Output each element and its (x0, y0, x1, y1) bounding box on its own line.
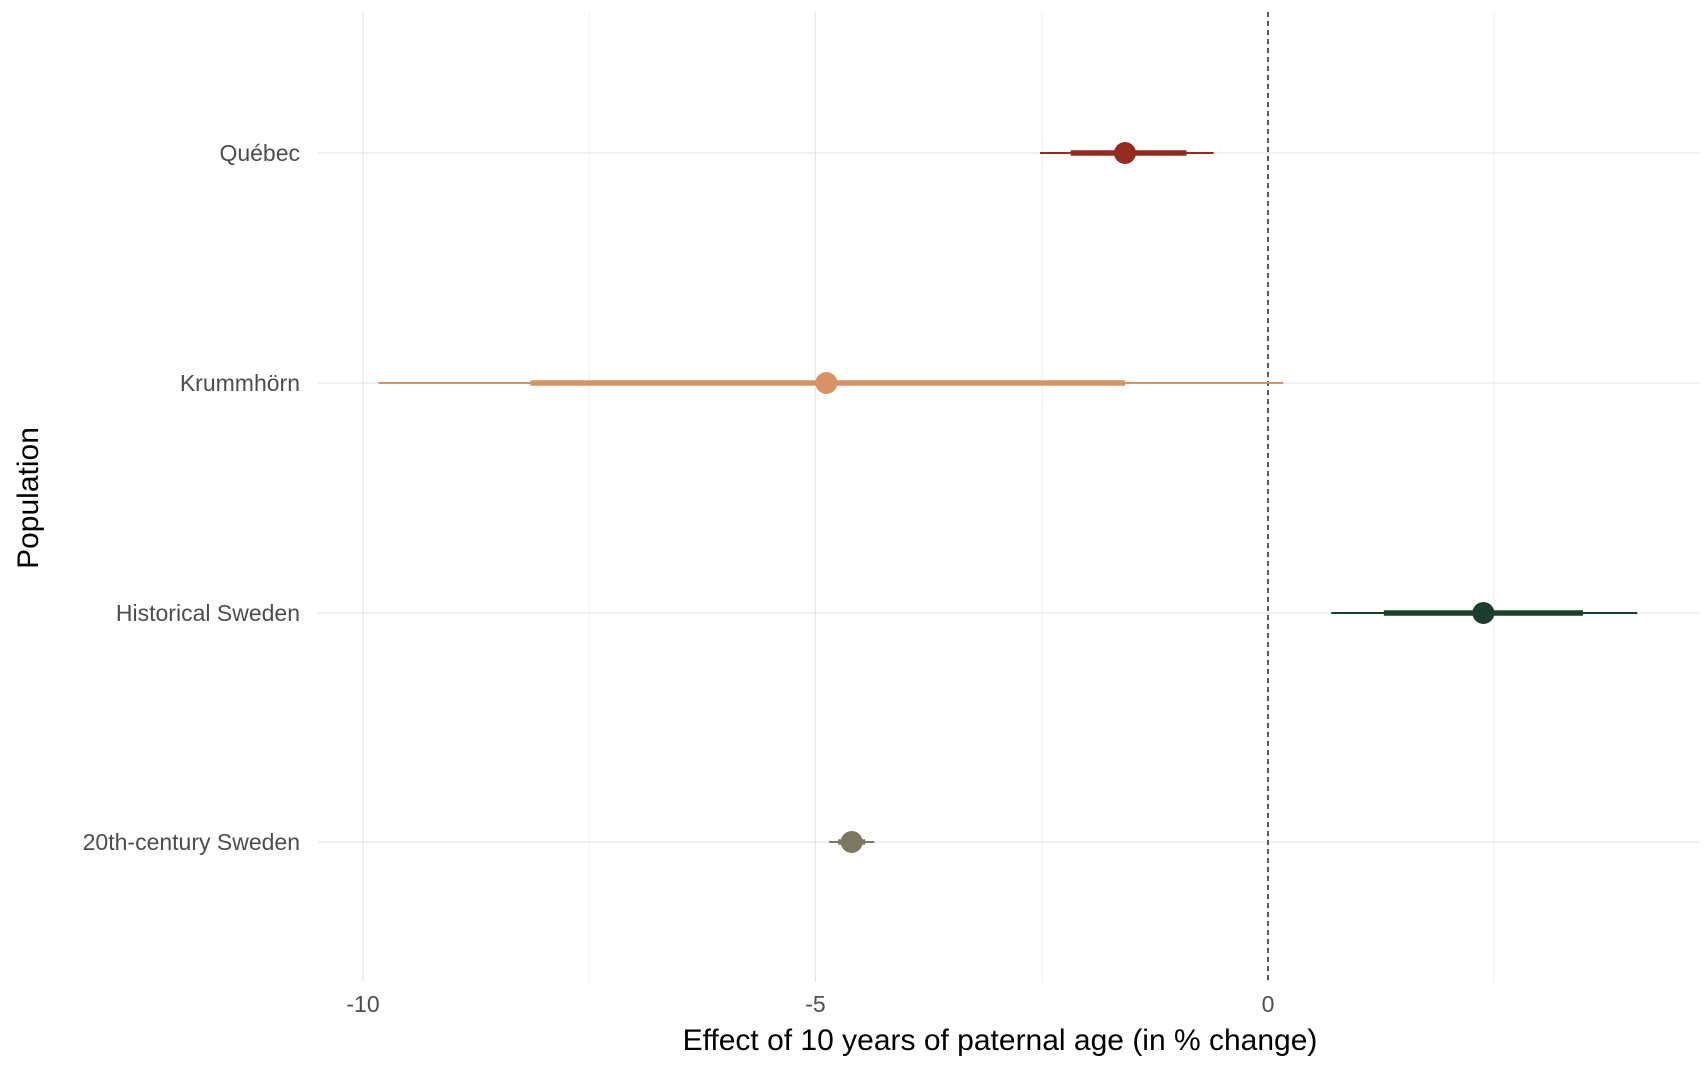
point-estimate (1472, 602, 1495, 624)
x-tick-labels: -10 -5 0 (346, 991, 1274, 1017)
y-tick-label: Québec (219, 140, 300, 166)
x-tick-label: -10 (346, 991, 379, 1017)
x-tick-label: 0 (1262, 991, 1275, 1017)
point-estimate (1114, 142, 1137, 164)
y-tick-label: 20th-century Sweden (83, 829, 300, 855)
x-tick-label: -5 (805, 991, 825, 1017)
y-tick-labels: Québec Krummhörn Historical Sweden 20th-cen… (83, 140, 300, 855)
y-tick-label: Krummhörn (180, 370, 300, 396)
point-estimate (840, 831, 863, 853)
y-tick-label: Historical Sweden (116, 600, 300, 626)
marks (378, 142, 1638, 853)
point-estimate (815, 372, 838, 394)
y-axis-title: Population (12, 427, 45, 569)
x-axis-title: Effect of 10 years of paternal age (in %… (683, 1024, 1318, 1057)
grid (318, 12, 1700, 982)
